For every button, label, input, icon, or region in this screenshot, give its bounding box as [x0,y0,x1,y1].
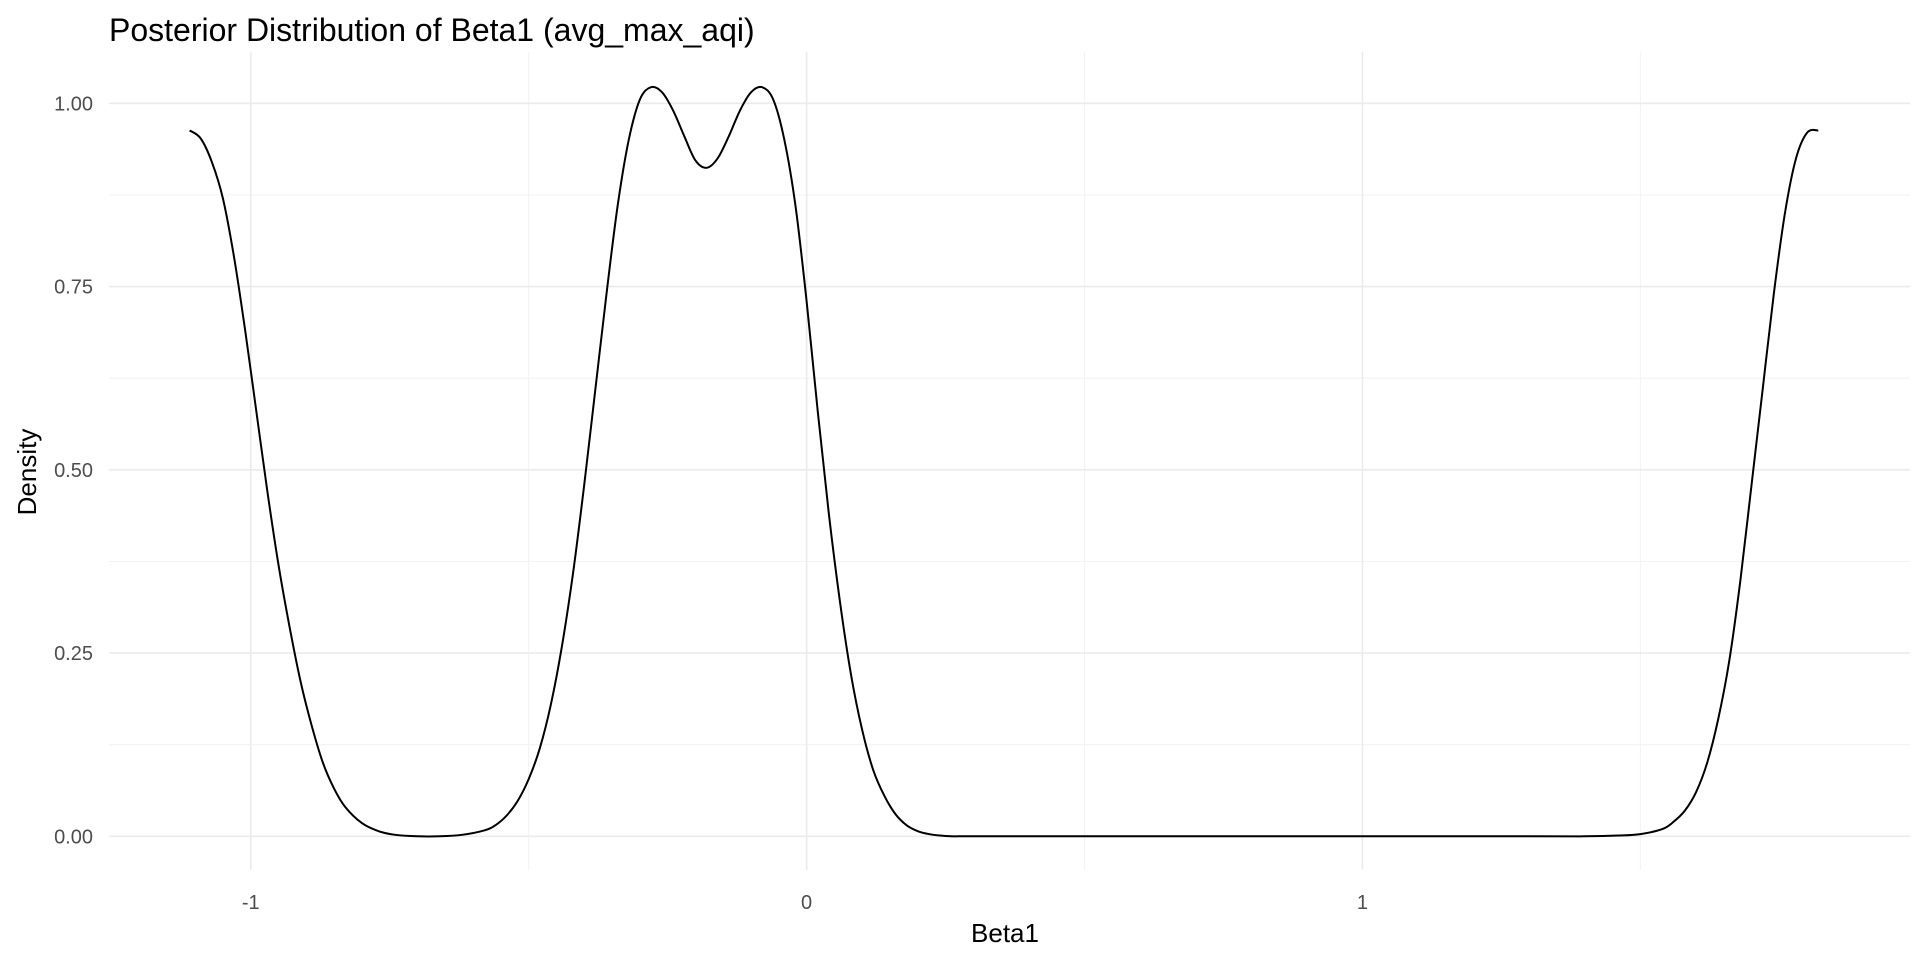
x-axis-tick-labels: -1 0 1 [242,892,1368,914]
y-tick-label: 0.50 [54,460,93,482]
y-tick-label: 0.00 [54,826,93,848]
x-tick-label: 0 [801,892,812,914]
y-axis-tick-labels: 0.00 0.25 0.50 0.75 1.00 [54,93,93,848]
major-gridlines [109,52,1910,870]
y-axis-title: Density [12,429,42,516]
y-tick-label: 1.00 [54,93,93,115]
x-tick-label: -1 [242,892,260,914]
chart-title: Posterior Distribution of Beta1 (avg_max… [109,12,755,48]
density-series [189,85,1819,838]
y-tick-label: 0.75 [54,277,93,299]
density-line [189,85,1819,838]
x-axis-title: Beta1 [971,918,1039,948]
x-tick-label: 1 [1357,892,1368,914]
minor-gridlines [109,52,1910,870]
y-tick-label: 0.25 [54,643,93,665]
